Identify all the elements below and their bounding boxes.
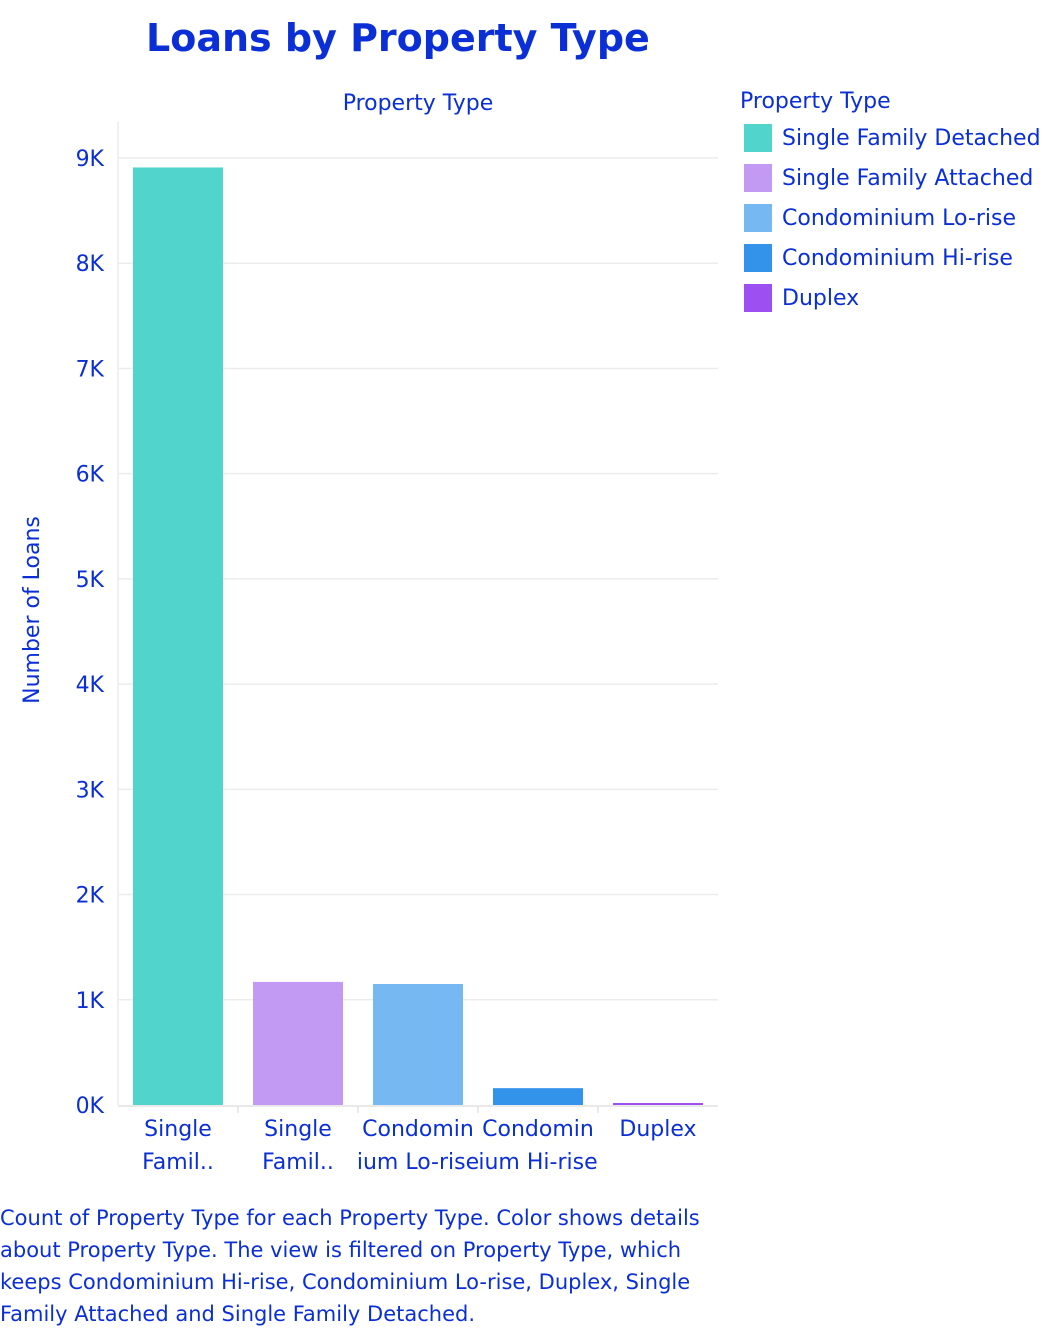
y-tick-label: 3K — [76, 778, 105, 803]
top-axis-label: Property Type — [343, 91, 494, 116]
legend-item[interactable]: Condominium Hi-rise — [740, 238, 1040, 278]
legend-item[interactable]: Duplex — [740, 278, 1040, 318]
x-tick-label: Single — [144, 1117, 212, 1142]
x-tick-label: Duplex — [619, 1117, 696, 1142]
legend-label: Duplex — [782, 285, 860, 311]
bar-single-family-detached[interactable] — [133, 167, 223, 1106]
bar-condominium-hi-rise[interactable] — [493, 1088, 583, 1105]
bar-single-family-attached[interactable] — [253, 981, 343, 1105]
x-tick-label: Condomin — [362, 1117, 474, 1142]
legend-title: Property Type — [740, 89, 891, 114]
bar-condominium-lo-rise[interactable] — [373, 983, 463, 1105]
x-tick-label: Single — [264, 1117, 332, 1142]
legend-label: Single Family Detached — [782, 125, 1041, 151]
y-tick-label: 0K — [76, 1094, 105, 1119]
y-tick-label: 1K — [76, 989, 105, 1014]
legend-swatch — [744, 244, 772, 272]
x-tick-label: Famil.. — [262, 1150, 334, 1175]
y-tick-label: 4K — [76, 673, 105, 698]
y-tick-label: 2K — [76, 884, 105, 909]
x-tick-label: ium Hi-rise — [478, 1150, 597, 1175]
x-tick-label: Condomin — [482, 1117, 594, 1142]
bars — [133, 167, 703, 1106]
legend-label: Condominium Hi-rise — [782, 245, 1013, 271]
legend-swatch — [744, 164, 772, 192]
x-tick-label: Famil.. — [142, 1150, 214, 1175]
legend-items: Single Family Detached Single Family Atta… — [740, 118, 1041, 318]
bar-chart: 0K 1K 2K 3K 4K 5K 6K 7K 8K 9K Single Famil.. Single… — [20, 91, 718, 1175]
legend-swatch — [744, 124, 772, 152]
legend-swatch — [744, 204, 772, 232]
legend-swatch — [744, 284, 772, 312]
legend-item[interactable]: Single Family Detached — [740, 118, 1041, 158]
y-axis-label: Number of Loans — [20, 516, 45, 704]
chart-caption: Count of Property Type for each Property… — [0, 1206, 700, 1326]
legend-label: Single Family Attached — [782, 165, 1034, 191]
y-tick-labels: 0K 1K 2K 3K 4K 5K 6K 7K 8K 9K — [76, 147, 105, 1119]
legend-label: Condominium Lo-rise — [782, 205, 1016, 231]
legend-item[interactable]: Condominium Lo-rise — [740, 198, 1040, 238]
y-tick-label: 6K — [76, 463, 105, 488]
y-tick-label: 8K — [76, 252, 105, 277]
x-tick-label: ium Lo-rise — [357, 1150, 479, 1175]
chart-title: Loans by Property Type — [146, 16, 650, 60]
axes — [117, 122, 718, 1113]
y-tick-label: 7K — [76, 357, 105, 382]
legend-item[interactable]: Single Family Attached — [740, 158, 1040, 198]
y-tick-label: 5K — [76, 568, 105, 593]
bar-duplex[interactable] — [613, 1103, 703, 1105]
legend: Property Type Single Family Detached Sing… — [740, 86, 1041, 318]
y-tick-label: 9K — [76, 147, 105, 172]
